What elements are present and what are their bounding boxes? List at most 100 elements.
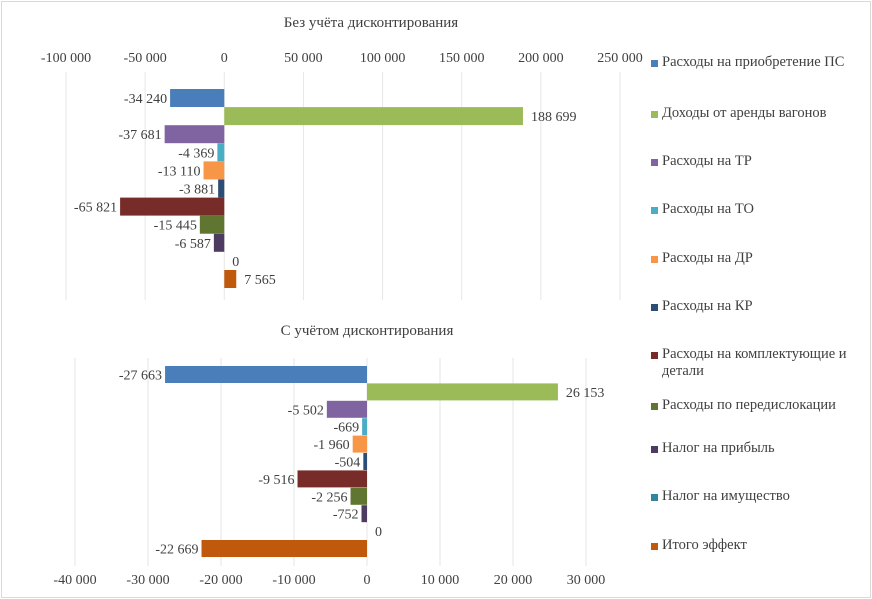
x-tick-label: 200 000: [518, 51, 564, 66]
data-label: -27 663: [119, 369, 162, 384]
bar-8: [199, 215, 225, 234]
legend-swatch-icon: [651, 446, 658, 453]
data-label: 0: [232, 255, 239, 270]
x-tick-label: 150 000: [439, 51, 485, 66]
legend-item: Расходы на КР: [651, 298, 867, 315]
bar-7: [120, 197, 225, 216]
data-label: -752: [333, 508, 359, 523]
bars-bottom: [165, 366, 558, 557]
chart-title-bottom: С учётом дисконтирования: [281, 323, 454, 339]
legend-swatch-icon: [651, 352, 658, 359]
data-label: 26 153: [566, 386, 605, 401]
x-tick-label: -30 000: [126, 573, 169, 588]
bar-7: [297, 470, 367, 488]
x-tick-label: -50 000: [124, 51, 167, 66]
legend-swatch-icon: [651, 304, 658, 311]
bar-2: [224, 107, 523, 126]
x-tick-label: 0: [364, 573, 371, 588]
legend-label: Расходы на ТО: [662, 201, 754, 217]
data-label: -13 110: [158, 164, 201, 179]
legend-item: Расходы на ДР: [651, 250, 867, 267]
legend-swatch-icon: [651, 207, 658, 214]
data-label: -1 960: [314, 438, 350, 453]
legend-label: Налог на имущество: [662, 488, 790, 504]
x-tick-label: 100 000: [360, 51, 406, 66]
legend-label: Налог на прибыль: [662, 440, 775, 456]
bar-11: [201, 540, 367, 557]
legend-label: Расходы на комплектующие и детали: [662, 346, 847, 379]
chart-without-discounting: Без учёта дисконтирования -100 000 -50 00…: [41, 15, 643, 300]
legend-item: Расходы по передислокации: [651, 397, 867, 414]
legend-swatch-icon: [651, 403, 658, 410]
data-label: -504: [335, 456, 361, 471]
bar-5: [203, 161, 225, 180]
legend-item: Итого эффект: [651, 537, 867, 554]
legend-swatch-icon: [651, 60, 658, 67]
legend-swatch-icon: [651, 111, 658, 118]
legend-swatch-icon: [651, 494, 658, 501]
bar-2: [367, 383, 558, 401]
legend-label: Расходы на ТР: [662, 153, 752, 169]
legend-swatch-icon: [651, 543, 658, 550]
legend-swatch-icon: [651, 159, 658, 166]
data-label: -669: [333, 421, 359, 436]
x-tick-label: -10 000: [272, 573, 315, 588]
x-tick-label: 10 000: [421, 573, 460, 588]
x-tick-label: 0: [221, 51, 228, 66]
data-label: -2 256: [311, 490, 347, 505]
axis-ticks-bottom: -40 000 -30 000 -20 000 -10 000 0 10 000 20 00…: [53, 573, 605, 588]
bar-3: [326, 400, 367, 418]
legend-item: Налог на прибыль: [651, 440, 867, 457]
legend-item: Расходы на приобретение ПС: [651, 54, 867, 71]
x-tick-label: -40 000: [53, 573, 96, 588]
data-labels-top: -34 240 188 699 -37 681 -4 369 -13 110 -3 881…: [74, 92, 577, 288]
legend-label: Расходы по передислокации: [662, 397, 836, 413]
x-tick-label: 20 000: [494, 573, 533, 588]
bar-8: [350, 487, 367, 505]
data-label: -5 502: [288, 403, 324, 418]
bar-4: [217, 143, 225, 162]
x-tick-label: 30 000: [567, 573, 606, 588]
legend-label: Расходы на КР: [662, 298, 753, 314]
chart-with-discounting: С учётом дисконтирования -40 000 -30 000-…: [53, 323, 605, 588]
bar-1: [165, 366, 367, 383]
x-tick-label: 50 000: [284, 51, 323, 66]
legend-label: Расходы на ДР: [662, 250, 753, 266]
data-label: -22 669: [155, 543, 198, 558]
data-label: 188 699: [531, 110, 577, 125]
legend-swatch-icon: [651, 256, 658, 263]
data-label: -6 587: [175, 237, 211, 252]
legend-label: Итого эффект: [662, 537, 747, 553]
bar-1: [170, 89, 225, 107]
legend-item: Расходы на ТР: [651, 153, 867, 170]
data-label: -9 516: [258, 473, 294, 488]
data-label: 0: [375, 525, 382, 540]
axis-ticks-top: -100 000 -50 000 0 50 000 100 000 150 000 200 …: [41, 51, 643, 66]
bar-6: [363, 453, 367, 470]
bars-top: [120, 89, 523, 288]
legend-item: Налог на имущество: [651, 488, 867, 505]
bar-5: [352, 435, 367, 453]
x-tick-label: -20 000: [199, 573, 242, 588]
bar-3: [164, 125, 225, 144]
legend-label: Расходы на приобретение ПС: [662, 54, 845, 70]
bar-9: [213, 233, 225, 252]
data-label: -3 881: [179, 183, 215, 198]
bar-11: [224, 270, 237, 288]
legend-item: Доходы от аренды вагонов: [651, 105, 867, 122]
bar-6: [218, 179, 225, 198]
legend-item: Расходы на ТО: [651, 201, 867, 218]
data-label: -37 681: [118, 128, 161, 143]
data-label: -4 369: [178, 146, 214, 161]
data-label: 7 565: [244, 273, 275, 288]
chart-title-top: Без учёта дисконтирования: [284, 15, 459, 31]
bar-4: [362, 418, 367, 436]
data-labels-bottom: -27 663 26 153 -5 502 -669 -1 960 -504 -9 516 -…: [119, 369, 605, 558]
x-tick-label: -100 000: [41, 51, 91, 66]
bar-9: [361, 505, 367, 523]
data-label: -15 445: [154, 219, 197, 234]
data-label: -34 240: [124, 92, 167, 107]
data-label: -65 821: [74, 201, 117, 216]
